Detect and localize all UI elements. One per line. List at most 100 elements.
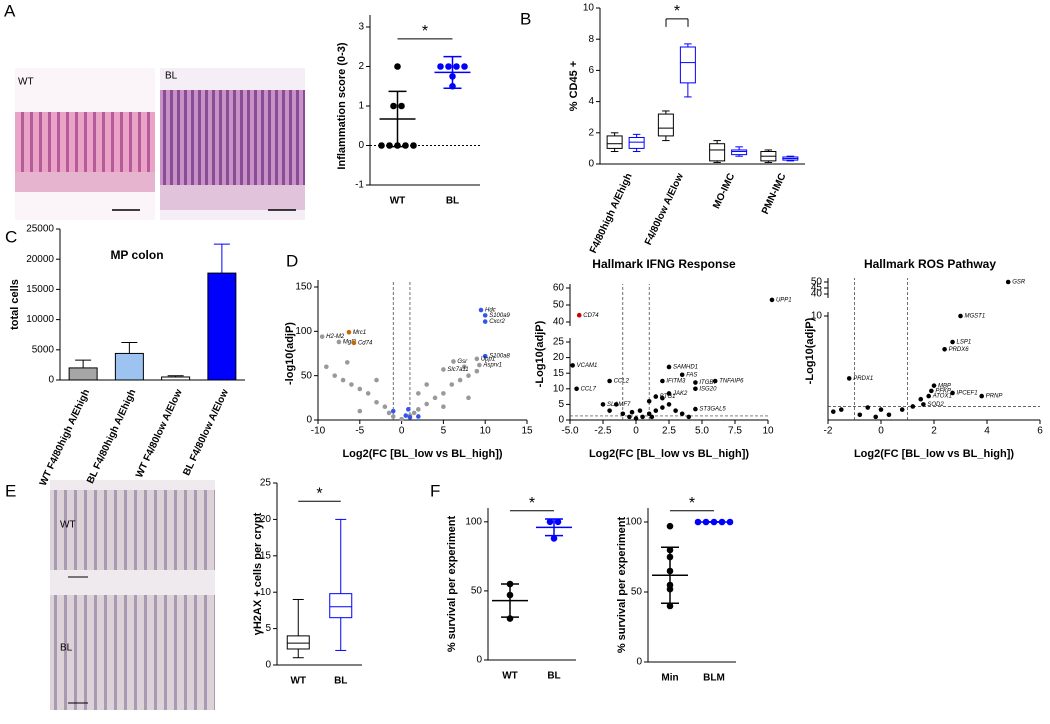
image-label: BL [165, 71, 178, 82]
y-tick-label: 10000 [26, 314, 54, 325]
y-tick-label: 20 [260, 514, 272, 525]
data-point [574, 386, 579, 392]
data-point [374, 399, 379, 405]
point-label: Upp1 [481, 356, 495, 362]
data-point [838, 407, 844, 412]
panel-letter: C [5, 227, 17, 246]
data-point [958, 313, 963, 319]
x-tick-label: 2.5 [662, 426, 676, 437]
point-label: ATOX1 [932, 394, 952, 400]
panel-letter: D [286, 251, 298, 270]
data-point [336, 339, 342, 345]
point-label: Mrc1 [353, 330, 366, 336]
x-tick-label: 2 [931, 426, 937, 437]
box [286, 635, 310, 650]
data-point [918, 396, 924, 402]
panel-letter: A [4, 1, 16, 20]
panel-letter: B [520, 9, 531, 28]
y-axis-label: -log10(adjP) [284, 322, 296, 385]
chart-title: MP colon [110, 248, 163, 262]
y-tick-label: 6 [588, 65, 594, 76]
point-label: CCL2 [614, 379, 630, 385]
point-label: FAS [686, 372, 697, 378]
data-point [332, 373, 338, 378]
data-point [899, 407, 905, 412]
data-point [679, 372, 685, 378]
data-point [546, 518, 554, 526]
y-tick-label: 5000 [32, 344, 55, 355]
y-tick-label: 100 [625, 517, 642, 528]
data-point [482, 313, 488, 318]
data-point [449, 382, 455, 387]
data-point [482, 353, 488, 359]
box [606, 135, 623, 149]
point-label: CCL7 [581, 386, 597, 392]
data-point [424, 401, 429, 407]
y-tick-label: 25 [260, 478, 272, 489]
y-axis-label: % survival per experiment [616, 516, 628, 653]
y-tick-label: 2 [588, 127, 594, 138]
data-point [653, 394, 659, 399]
data-point [950, 339, 955, 345]
data-point [374, 377, 379, 383]
point-label: Cxcr2 [489, 319, 505, 325]
data-point [666, 391, 672, 396]
data-point [570, 363, 575, 368]
x-tick-label: BL [547, 671, 560, 682]
point-label: SLAMF7 [607, 402, 631, 408]
x-tick-label: 10 [480, 426, 492, 437]
box [329, 593, 353, 619]
y-tick-label: 8 [588, 34, 594, 45]
data-point [390, 102, 397, 110]
data-point [679, 411, 685, 417]
data-point [424, 382, 429, 387]
histology-e [50, 480, 215, 710]
data-point [857, 412, 863, 418]
data-point [673, 408, 678, 413]
data-point [416, 391, 421, 396]
point-label: PRDX1 [853, 376, 873, 382]
chart-title: Hallmark IFNG Response [592, 257, 736, 271]
y-tick-label: 150 [295, 282, 312, 293]
data-point [831, 409, 836, 414]
x-tick-label: 5.0 [695, 426, 709, 437]
y-tick-label: 100 [295, 326, 312, 337]
y-tick-label: 3 [358, 22, 364, 33]
y-tick-label: 100 [465, 516, 482, 527]
y-axis-label: % CD45 + [568, 61, 580, 111]
point-label: Mgl2 [343, 340, 357, 346]
y-tick-label: 2 [358, 61, 364, 72]
data-point [453, 63, 460, 70]
data-point [607, 408, 612, 413]
y-axis-label: -Log10(adjP) [804, 317, 816, 384]
data-point [416, 414, 421, 419]
x-tick-label: WT [290, 676, 306, 687]
y-tick-label: 25000 [26, 224, 54, 235]
data-point [712, 378, 718, 384]
data-point [445, 63, 452, 70]
y-tick-label: 50 [301, 370, 313, 381]
data-point [457, 377, 463, 383]
box [731, 149, 748, 156]
point-label: S100a9 [489, 313, 510, 319]
data-point [466, 395, 471, 401]
y-axis-label: total cells [9, 279, 21, 330]
data-point [910, 404, 916, 409]
image-label: WT [18, 77, 34, 88]
point-label: JAK2 [672, 391, 688, 397]
x-axis-label: Log2(FC [BL_low vs BL_high]) [854, 448, 1014, 460]
point-label: BTG1 [660, 394, 676, 400]
x-tick-label: -5.0 [561, 426, 579, 437]
data-point [607, 378, 612, 384]
chart-title: Hallmark ROS Pathway [864, 257, 996, 271]
x-tick-label: WT F4/80high A/Ehigh [38, 388, 92, 488]
x-tick-label: 5 [441, 426, 447, 437]
y-tick-label: 0 [265, 660, 271, 671]
data-point [653, 408, 659, 413]
x-axis-label: Log2(FC [BL_low vs BL_high]) [342, 448, 502, 460]
data-point [390, 414, 396, 419]
data-point [386, 142, 393, 149]
point-label: Asprv1 [482, 363, 502, 369]
point-label: Cd74 [358, 340, 373, 346]
data-point [660, 405, 665, 410]
